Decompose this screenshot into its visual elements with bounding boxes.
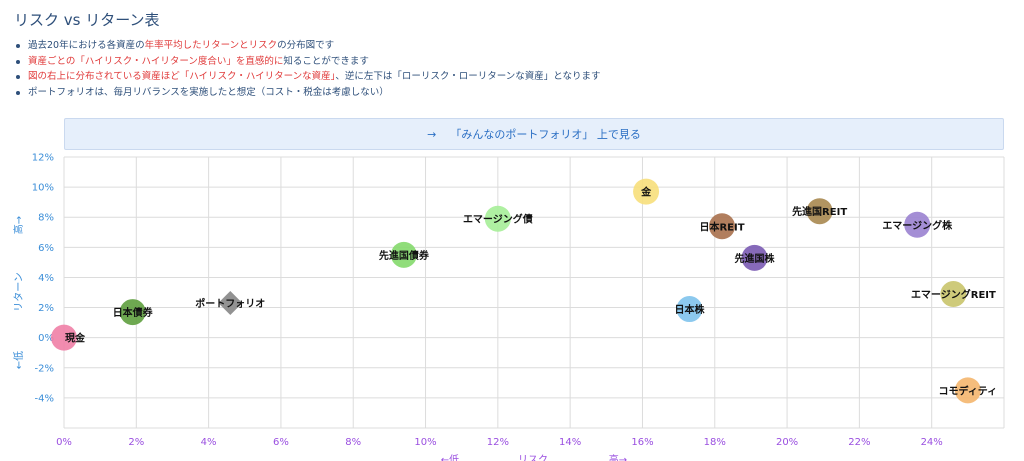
- y-tick-label: -4%: [35, 393, 54, 404]
- scatter-point: [954, 377, 981, 404]
- y-tick-label: 4%: [38, 273, 54, 284]
- x-tick-label: 6%: [273, 437, 289, 448]
- highlighted-text: 図の右上に分布されている資産ほど「ハイリスク・ハイリターンな資産」: [28, 71, 336, 82]
- scatter-point: [390, 241, 417, 268]
- y-axis-label-high: 高→: [12, 216, 25, 234]
- y-tick-label: 6%: [38, 243, 54, 254]
- point-label: 先進国株: [735, 252, 776, 265]
- x-tick-label: 10%: [414, 437, 436, 448]
- point-label: 日本債券: [113, 306, 154, 319]
- x-tick-label: 4%: [201, 437, 217, 448]
- note-text: ポートフォリオは、毎月リバランスを実施したと想定（コスト・税金は考慮しない）: [28, 86, 389, 98]
- y-tick-label: 2%: [38, 303, 54, 314]
- x-tick-label: 16%: [631, 437, 653, 448]
- y-axis-label-name: リターン: [13, 272, 25, 312]
- y-tick-label: 10%: [32, 183, 54, 194]
- x-axis-label-low: ←低: [441, 453, 459, 461]
- portfolio-link-banner[interactable]: → 「みんなのポートフォリオ」 上で見る: [64, 118, 1004, 150]
- y-tick-label: 8%: [38, 213, 54, 224]
- scatter-point: [806, 198, 833, 225]
- note-text: の分布図です: [277, 40, 335, 51]
- description-list: 過去20年における各資産の年率平均したリターンとリスクの分布図です 資産ごとの「ハ…: [14, 38, 600, 100]
- scatter-point: [676, 296, 703, 323]
- scatter-point: [904, 211, 931, 238]
- point-label: 先進国REIT: [792, 205, 847, 218]
- scatter-point: [484, 205, 511, 232]
- point-label: 現金: [65, 332, 86, 345]
- x-tick-label: 24%: [921, 437, 943, 448]
- page-title: リスク vs リターン表: [14, 11, 160, 29]
- point-label: 日本REIT: [699, 220, 744, 233]
- arrow-right-icon: →: [427, 127, 437, 141]
- point-label: コモディティ: [938, 384, 997, 397]
- y-tick-label: 0%: [38, 333, 54, 344]
- point-label: 金: [640, 186, 652, 199]
- highlighted-text: 資産ごとの「ハイリスク・ハイリターン度合い」を直感的に: [28, 55, 284, 67]
- scatter-point: [709, 213, 735, 240]
- description-item: 図の右上に分布されている資産ほど「ハイリスク・ハイリターンな資産」、逆に左下は「…: [14, 69, 600, 85]
- x-tick-label: 12%: [487, 437, 509, 448]
- scatter-point: [119, 299, 146, 326]
- y-tick-label: -2%: [35, 363, 54, 374]
- banner-link-text[interactable]: 「みんなのポートフォリオ」 上で見る: [450, 128, 641, 141]
- x-tick-label: 22%: [848, 437, 870, 448]
- x-tick-label: 20%: [776, 437, 798, 448]
- x-axis-label-high: 高→: [609, 453, 627, 461]
- point-label: ポートフォリオ: [195, 297, 265, 310]
- highlighted-text: 年率平均したリターンとリスク: [144, 40, 278, 51]
- scatter-point: [51, 324, 77, 351]
- note-text: 知ることができます: [283, 55, 369, 67]
- point-label: エマージング株: [882, 219, 953, 232]
- x-tick-label: 2%: [128, 437, 144, 448]
- y-tick-label: 12%: [32, 153, 54, 164]
- scatter-point: [741, 244, 768, 271]
- scatter-point: [218, 291, 243, 316]
- description-item: 資産ごとの「ハイリスク・ハイリターン度合い」を直感的に知ることができます: [14, 54, 600, 70]
- scatter-point: [940, 281, 967, 308]
- description-item: 過去20年における各資産の年率平均したリターンとリスクの分布図です: [14, 38, 600, 54]
- point-label: エマージング債: [463, 213, 533, 226]
- note-text: 過去20年における各資産の: [28, 40, 145, 51]
- x-tick-label: 8%: [345, 437, 361, 448]
- x-axis-label-name: リスク: [518, 454, 548, 461]
- x-tick-label: 18%: [704, 437, 726, 448]
- note-text: 、逆に左下は「ローリスク・ローリターンな資産」となります: [335, 71, 601, 82]
- point-label: 先進国債券: [379, 249, 430, 262]
- scatter-point: [633, 178, 660, 205]
- x-tick-label: 0%: [56, 437, 72, 448]
- point-label: エマージングREIT: [911, 288, 996, 301]
- y-axis-label-low: ←低: [12, 351, 25, 369]
- x-tick-label: 14%: [559, 437, 581, 448]
- description-item: ポートフォリオは、毎月リバランスを実施したと想定（コスト・税金は考慮しない）: [14, 85, 600, 101]
- point-label: 日本株: [674, 303, 705, 316]
